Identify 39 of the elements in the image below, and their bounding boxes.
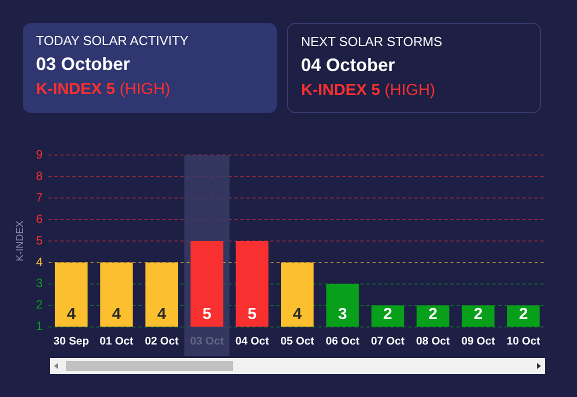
text: K-INDEX 5 (36, 81, 116, 98)
y-axis-title: K-INDEX (14, 220, 26, 262)
x-tick-label: 01 Oct (100, 335, 134, 348)
x-tick-label: 10 Oct (506, 335, 541, 348)
data-label: 2 (474, 306, 483, 324)
x-tick-label: 05 Oct (280, 335, 314, 348)
x-tick-label: 08 Oct (416, 335, 450, 348)
text: TODAY SOLAR ACTIVITY (36, 33, 190, 48)
text: 04 October (301, 55, 396, 76)
data-label: 2 (518, 306, 528, 324)
y-tick-label: 6 (36, 212, 43, 226)
y-tick-label: 8 (36, 168, 43, 183)
data-label: 2 (428, 306, 438, 324)
y-tick-label: 1 (36, 319, 43, 334)
y-tick-label: 4 (36, 254, 43, 269)
data-label: 5 (248, 306, 257, 324)
data-label: 4 (66, 306, 76, 324)
text: (HIGH) (120, 81, 170, 98)
data-label: 3 (338, 306, 348, 324)
y-tick-label: 5 (36, 233, 43, 248)
y-tick-label: 7 (36, 190, 43, 204)
y-tick-label: 9 (36, 148, 43, 162)
x-tick-label: 06 Oct (326, 335, 360, 348)
x-tick-label: 02 Oct (144, 335, 179, 348)
text: K-INDEX 5 (301, 82, 380, 99)
data-label: 4 (112, 306, 122, 324)
y-tick-label: 3 (36, 276, 43, 290)
text: (HIGH) (384, 82, 436, 99)
data-label: 2 (383, 306, 392, 324)
x-tick-label: 04 Oct (235, 335, 270, 348)
x-tick-label: 09 Oct (461, 335, 496, 348)
text: NEXT SOLAR STORMS (301, 34, 444, 49)
data-label: 4 (292, 306, 302, 324)
data-label: 4 (157, 306, 166, 324)
data-label: 5 (202, 306, 212, 324)
y-tick-label: 2 (36, 298, 43, 312)
text: 03 October (36, 54, 132, 75)
x-tick-label: 30 Sep (54, 335, 90, 348)
x-tick-label: 07 Oct (370, 335, 405, 348)
